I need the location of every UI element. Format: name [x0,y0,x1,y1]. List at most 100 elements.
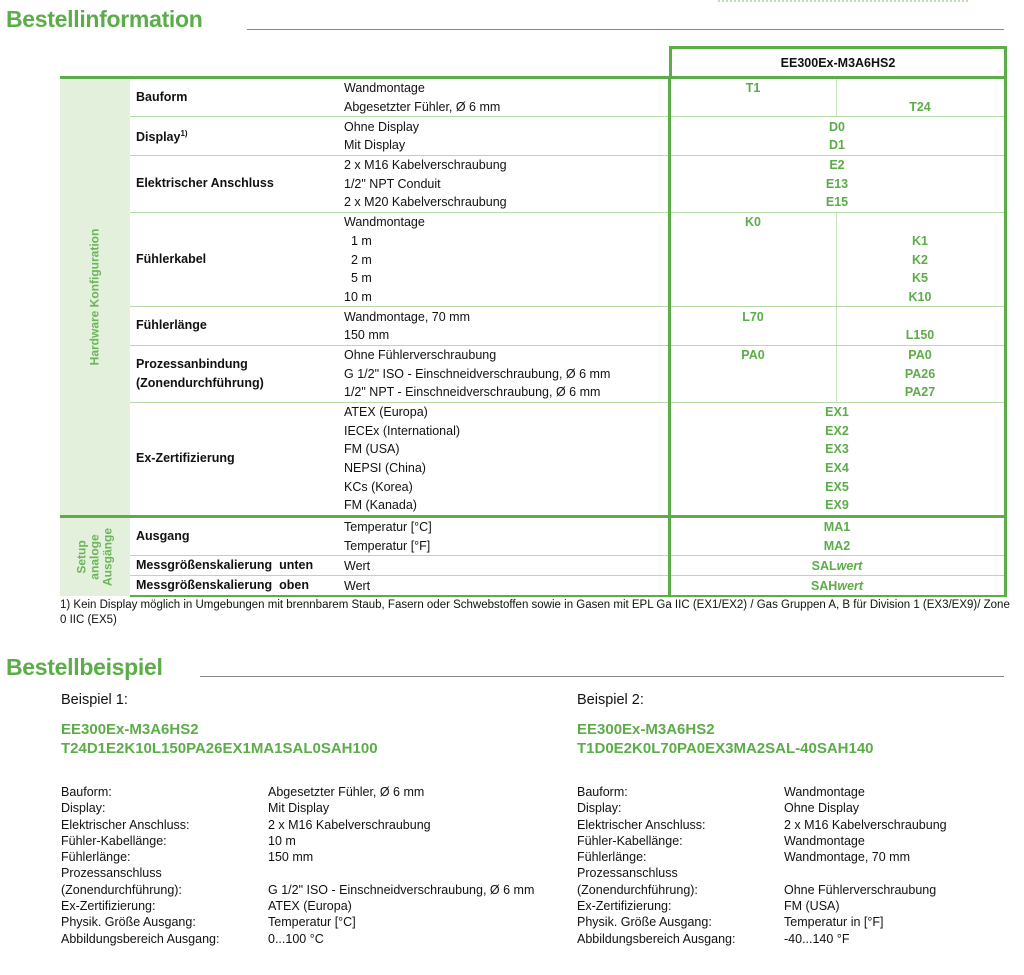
detail-value: Ohne Display [784,801,860,816]
group-name: Messgrößenskalierung oben [136,578,309,593]
detail-value: Mit Display [268,801,330,816]
order-code-right: T24 [836,97,1007,118]
title-underline [200,676,1004,677]
example-detail-row: Ex-Zertifizierung: FM (USA) [577,898,947,914]
order-code-text: EX9 [825,498,849,513]
example-detail-row: (Zonendurchführung): Ohne Fühlerverschrau… [577,882,947,898]
example-detail-row: Elektrischer Anschluss: 2 x M16 Kabelvers… [61,817,534,833]
detail-value: 150 mm [268,850,314,865]
order-code-text: EX1 [825,405,849,420]
footnote: 1) Kein Display möglich in Umgebungen mi… [60,599,1010,626]
group-label: Elektrischer Anschluss [130,155,340,213]
group-label: Ausgang [130,514,340,557]
order-code-left: L70 [667,306,837,326]
detail-value: 0...100 °C [268,931,324,946]
order-code-left [667,97,837,118]
footnote-ref: 1) [180,129,188,139]
detail-label: Ex-Zertifizierung: [61,899,156,914]
table-row: Prozessanbindung (Zonendurchführung) Ohne… [60,345,1007,403]
order-code-text: EX3 [825,442,849,457]
detail-value: Wandmontage [784,833,865,848]
order-code-right [836,212,1007,232]
table-row: 2 m K2 [60,250,1007,269]
order-code: SALwert [667,555,1007,577]
example-detail-row: Fühler-Kabellänge: 10 m [61,833,534,849]
order-code-right: L150 [836,325,1007,346]
example-1: Beispiel 1: EE300Ex-M3A6HS2 T24D1E2K10L150… [61,692,534,947]
table-row: 10 m K10 [60,287,1007,308]
option-label: Wandmontage [344,215,425,230]
detail-label: Display: [61,801,106,816]
order-code: E13 [667,174,1007,194]
example-details: Bauform: Wandmontage Display: Ohne Display E… [577,784,947,947]
order-code: SAHwert [667,575,1007,598]
detail-label: Physik. Größe Ausgang: [61,915,196,930]
group-name: Bauform [136,90,188,105]
order-code-text: E13 [825,176,849,191]
group-label: Fühlerlänge [130,306,340,346]
detail-label: Elektrischer Anschluss: [577,817,706,832]
order-code-text: D0 [829,119,845,134]
order-code-left [667,250,837,269]
option-label: IECEx (International) [344,423,461,438]
example-detail-row: Prozessanschluss [61,865,534,881]
order-code-right: K5 [836,268,1007,288]
detail-value: ATEX (Europa) [268,899,352,914]
table-row: 150 mm L150 [60,325,1007,346]
order-code-text: E15 [825,195,849,210]
option-label: Abgesetzter Fühler, Ø 6 mm [340,97,669,118]
order-code: D1 [667,136,1007,156]
option-label: 150 mm [340,325,669,346]
detail-value: -40...140 °F [784,931,850,946]
decorative-dotted-line [718,0,968,2]
group-label: Display1) [130,116,340,156]
order-code-suffix: wert [837,578,864,593]
order-code-text: EX5 [825,479,849,494]
order-code: EX1 [667,402,1007,422]
table-row: Fühlerlänge Wandmontage, 70 mm L70 [60,306,1007,346]
example-detail-row: Abbildungsbereich Ausgang: -40...140 °F [577,931,947,947]
group-label: Ex-Zertifizierung [130,402,340,517]
order-code-text: MA2 [823,538,851,553]
order-code: EX5 [667,477,1007,497]
example-2: Beispiel 2: EE300Ex-M3A6HS2 T1D0E2K0L70PA0… [577,692,947,947]
order-code-left [667,287,837,308]
detail-label: Prozessanschluss [61,866,162,881]
table-row: 1 m K1 [60,231,1007,251]
table-row: Fühlerkabel Wandmontage K0 [60,212,1007,308]
order-code-text: SAH [810,578,838,593]
detail-value: Ohne Fühlerverschraubung [784,882,937,897]
order-code-right: PA26 [836,364,1007,383]
option-label: G 1/2" ISO - Einschneidverschraubung, Ø … [344,366,611,381]
group-name: Prozessanbindung (Zonendurchführung) [136,356,264,390]
order-code: EX2 [667,421,1007,441]
option-label: 5 m [344,271,372,286]
option-label: 10 m [340,287,669,308]
detail-label: Prozessanschluss [577,866,678,881]
option-label: FM (USA) [344,442,400,457]
order-code-left [667,325,837,346]
option-label: 2 m [344,252,372,267]
order-code: MA1 [667,514,1007,537]
option-label: KCs (Korea) [344,479,413,494]
group-name: Ausgang [136,529,190,543]
table-row: Setup analoge Ausgänge Ausgang Temperatur … [60,514,1007,597]
group-name: Elektrischer Anschluss [136,176,274,191]
example-label: Beispiel 1: [61,692,128,708]
table-row: Abgesetzter Fühler, Ø 6 mm T24 [60,97,1007,118]
order-code: EX9 [667,496,1007,517]
table-row: G 1/2" ISO - Einschneidverschraubung, Ø … [60,364,1007,383]
order-code: EX3 [667,440,1007,459]
detail-label: Bauform: [61,785,112,799]
detail-label: Fühlerlänge: [577,850,647,865]
example-detail-row: (Zonendurchführung): G 1/2" ISO - Einschn… [61,882,534,898]
table-row: Messgrößenskalierung oben Wert SAHwert [60,575,1007,598]
order-code-text: EX4 [825,461,849,476]
group-name: Messgrößenskalierung unten [136,558,314,573]
detail-label: Bauform: [577,785,628,799]
order-code-left: K0 [667,212,837,232]
option-label: ATEX (Europa) [344,405,428,420]
detail-label: Fühler-Kabellänge: [61,833,167,848]
option-label: 1 m [344,233,372,248]
option-label: NEPSI (China) [344,461,426,476]
